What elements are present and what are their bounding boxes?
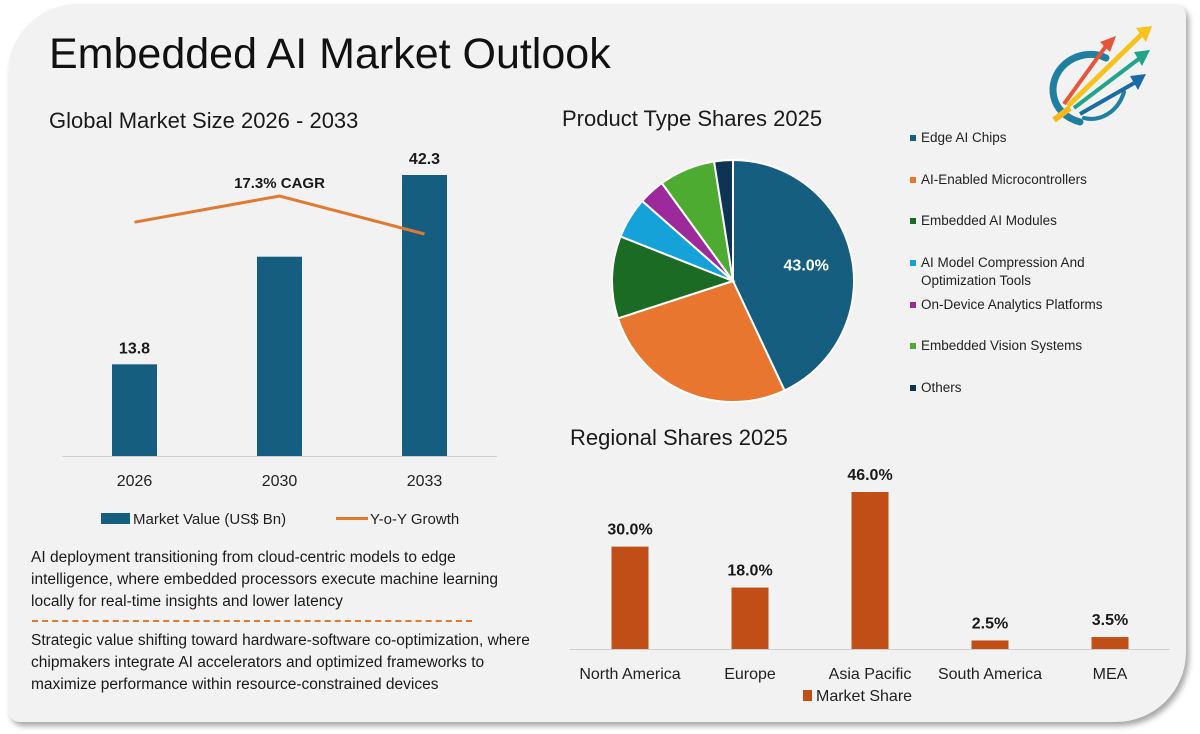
market-size-title: Global Market Size 2026 - 2033 [49, 108, 359, 133]
x-tick-label-north-america: North America [579, 666, 680, 683]
market-value-bar-2030 [257, 256, 302, 456]
legend-label-on-device-analytics-platforms: On-Device Analytics Platforms [921, 297, 1103, 312]
legend-label-embedded-vision-systems: Embedded Vision Systems [921, 338, 1083, 353]
market-share-bar-asia-pacific [851, 492, 889, 649]
legend-swatch-edge-ai-chips [910, 135, 916, 141]
legend-swatch-embedded-ai-modules [910, 218, 916, 224]
market-value-bar-2026 [112, 364, 157, 456]
bar-value-label-south-america: 2.5% [972, 615, 1008, 632]
x-tick-label-2033: 2033 [407, 473, 443, 490]
market-share-bar-europe [731, 587, 769, 649]
insight-note-1: AI deployment transitioning from cloud-c… [31, 549, 498, 610]
legend-label-ai-enabled-microcontrollers: AI-Enabled Microcontrollers [921, 172, 1087, 187]
legend-label-market-share: Market Share [816, 688, 912, 705]
bar-value-label-asia-pacific: 46.0% [847, 467, 892, 484]
x-tick-label-asia-pacific: Asia Pacific [829, 666, 912, 683]
legend-label-market-value: Market Value (US$ Bn) [133, 511, 286, 528]
bar-value-label-north-america: 30.0% [607, 522, 652, 539]
legend-label-embedded-ai-modules: Embedded AI Modules [921, 213, 1057, 228]
legend-swatch-market-value [101, 513, 130, 524]
pie-slice-embedded-ai-modules [611, 235, 736, 320]
cagr-annotation: 17.3% CAGR [234, 175, 325, 192]
market-value-bar-2033 [402, 175, 447, 456]
legend-swatch-ai-enabled-microcontrollers [910, 177, 916, 183]
market-share-bar-north-america [611, 546, 649, 649]
pie-slice-edge-ai-chips [732, 158, 855, 392]
insight-note-2: Strategic value shifting toward hardware… [31, 632, 530, 693]
dashboard-card [8, 4, 1186, 722]
legend-label-ai-model-compression-and-optimization-tools: AI Model Compression And Optimization Too… [921, 255, 1085, 288]
note-divider [32, 620, 472, 622]
market-share-bar-mea [1091, 637, 1129, 649]
page-title: Embedded AI Market Outlook [49, 30, 611, 78]
x-tick-label-europe: Europe [724, 666, 776, 683]
x-tick-label-mea: MEA [1093, 666, 1128, 683]
regional-title: Regional Shares 2025 [570, 425, 788, 450]
bar-value-label-2026: 13.8 [119, 340, 150, 357]
x-tick-label-2026: 2026 [117, 473, 153, 490]
bar-value-label-europe: 18.0% [727, 563, 772, 580]
x-tick-label-2030: 2030 [262, 473, 298, 490]
rising-arrows-logo-icon [1049, 26, 1152, 126]
pie-slice-ai-enabled-microcontrollers [616, 279, 786, 403]
legend-swatch-on-device-analytics-platforms [910, 302, 916, 308]
legend-label-others: Others [921, 380, 962, 395]
legend-swatch-ai-model-compression-and-optimization-tools [910, 260, 916, 266]
bar-value-label-mea: 3.5% [1092, 612, 1128, 629]
x-tick-label-south-america: South America [938, 666, 1042, 683]
pie-slice-others [712, 158, 734, 282]
pie-data-label-edge-ai-chips: 43.0% [784, 258, 829, 275]
legend-swatch-market-share [803, 690, 812, 701]
legend-swatch-embedded-vision-systems [910, 343, 916, 349]
legend-label-edge-ai-chips: Edge AI Chips [921, 130, 1007, 145]
legend-label-yoy-growth: Y-o-Y Growth [370, 511, 459, 528]
bar-value-label-2033: 42.3 [409, 151, 440, 168]
market-share-bar-south-america [971, 640, 1009, 649]
legend-swatch-others [910, 385, 916, 391]
product-type-title: Product Type Shares 2025 [562, 106, 823, 131]
